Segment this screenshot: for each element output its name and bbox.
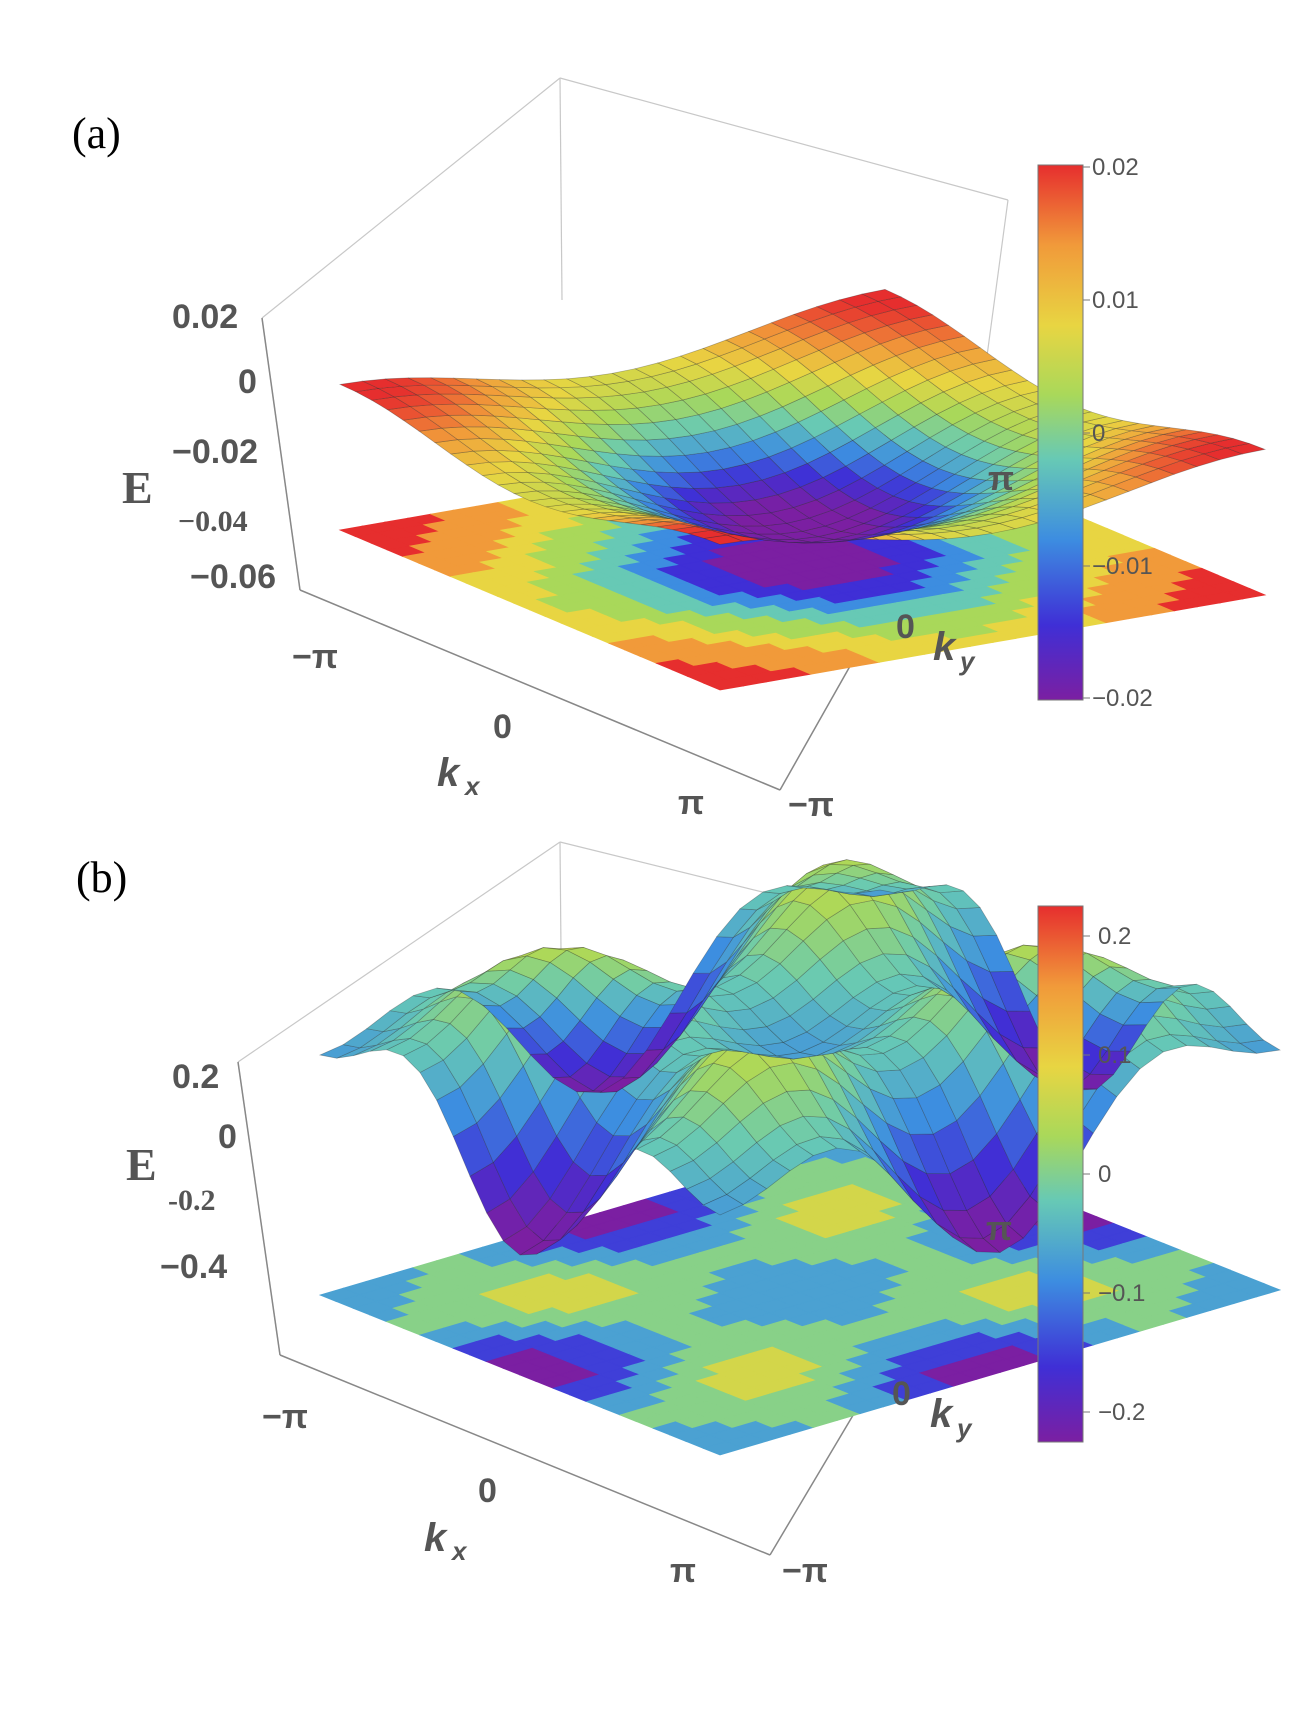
panel-b-x-axis-name: k (424, 1516, 448, 1560)
panel-b-surface (318, 859, 1282, 1256)
panel-a-y-axis-sub: y (958, 646, 976, 676)
panel-a-x-tick-1: 0 (493, 708, 512, 746)
surface-cell (1163, 429, 1202, 437)
panel-b-z-tick-1: 0 (218, 1118, 237, 1156)
panel-b-colorbar-tick-2: 0 (1098, 1161, 1111, 1188)
surface-cell (893, 304, 934, 320)
panel-b-colorbar (1037, 905, 1084, 1443)
surface-cell (956, 347, 997, 365)
panel-a-colorbar-tick-3: −0.01 (1092, 553, 1153, 580)
surface-cell (939, 890, 981, 910)
panel-a: (a) E 0.02 0 −0.02 −0.04 −0.06 −π 0 (72, 77, 1267, 824)
panel-a-y-axis-name: k (933, 625, 957, 669)
surface-cell (956, 907, 998, 937)
surface-cell (1205, 1005, 1248, 1028)
panel-b-z-tick-3: −0.4 (160, 1248, 227, 1286)
surface-cell (861, 289, 902, 302)
surface-cell (1131, 425, 1171, 433)
panel-b-y-tick-2: −π (782, 1552, 828, 1590)
panel-a-x-axis-sub: x (463, 771, 481, 801)
panel-b-y-tick-1: 0 (892, 1375, 911, 1413)
panel-b-y-axis-sub: y (955, 1413, 973, 1443)
surface-cell (877, 296, 918, 311)
panel-b-colorbar-tick-0: 0.2 (1098, 923, 1131, 950)
panel-a-x-axis-name: k (437, 751, 461, 795)
panel-a-colorbar-tick-2: 0 (1092, 420, 1105, 447)
panel-b-label: (b) (76, 853, 127, 902)
surface-cell (988, 369, 1029, 387)
panel-a-colorbar (1037, 164, 1084, 701)
surface-cell (1222, 1023, 1265, 1044)
panel-b-y-axis-name: k (930, 1392, 954, 1436)
panel-a-y-tick-2: −π (788, 786, 834, 824)
panel-a-colorbar-tick-4: −0.02 (1092, 685, 1153, 712)
panel-a-z-tick-3: −0.04 (178, 505, 248, 538)
panel-a-x-tick-2: π (678, 784, 704, 822)
surface-cell (1115, 423, 1155, 432)
contour-cell (1225, 587, 1267, 600)
panel-a-y-tick-1: 0 (896, 608, 915, 646)
panel-a-label: (a) (72, 109, 121, 158)
panel-a-z-tick-1: 0 (238, 363, 257, 401)
panel-b-x-tick-1: 0 (478, 1472, 497, 1510)
surface-cell (889, 885, 931, 895)
surface-cell (1083, 416, 1123, 427)
panel-b-x-tick-2: π (670, 1552, 696, 1590)
surface-cell (972, 934, 1014, 973)
panel-b-z-tick-0: 0.2 (172, 1058, 219, 1096)
panel-a-z-tick-0: 0.02 (172, 298, 238, 336)
panel-a-colorbar-tick-1: 0.01 (1092, 287, 1139, 314)
panel-b: (b) E 0.2 0 -0.2 −0.4 −π 0 π k x π 0 −π … (76, 841, 1282, 1590)
panel-b-z-axis-name: E (126, 1139, 157, 1190)
panel-b-y-tick-0: π (986, 1210, 1012, 1248)
panel-b-colorbar-tick-3: −0.1 (1098, 1280, 1145, 1307)
panel-b-z-tick-2: -0.2 (168, 1184, 216, 1217)
panel-a-z-tick-2: −0.02 (172, 433, 258, 471)
contour-cell (1238, 1282, 1282, 1298)
panel-a-z-tick-4: −0.06 (190, 558, 276, 596)
panel-b-x-axis-sub: x (450, 1536, 468, 1566)
panel-a-z-axis-name: E (122, 462, 153, 513)
panel-b-colorbar-tick-1: 0.1 (1098, 1042, 1131, 1069)
surface-cell (856, 889, 897, 897)
panel-a-x-tick-0: −π (292, 638, 338, 676)
panel-a-y-tick-0: π (988, 460, 1014, 498)
panel-a-surface (338, 289, 1267, 545)
panel-b-x-tick-0: −π (262, 1398, 308, 1436)
surface-cell (1138, 987, 1182, 1004)
panel-a-colorbar-tick-0: 0.02 (1092, 154, 1139, 181)
surface-cell (940, 335, 981, 353)
panel-b-colorbar-tick-4: −0.2 (1098, 1399, 1145, 1426)
